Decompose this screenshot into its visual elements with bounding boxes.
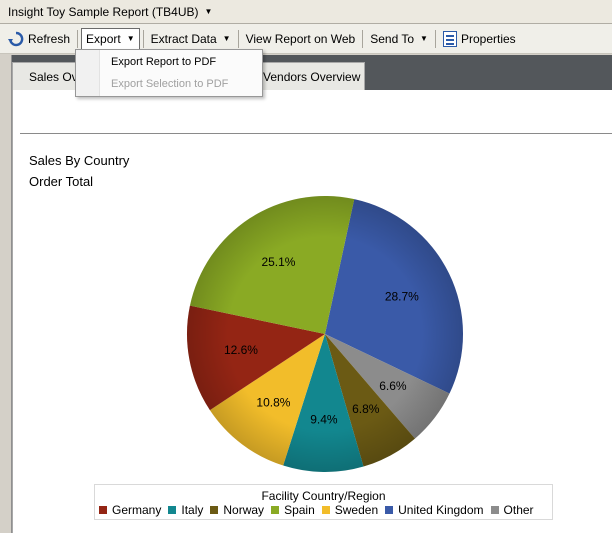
export-button[interactable]: Export ▼	[81, 27, 140, 50]
pie-shading	[187, 196, 463, 472]
chart-legend: Facility Country/Region Germany Italy Norw…	[94, 484, 553, 520]
send-to-button[interactable]: Send To ▼	[366, 28, 432, 50]
send-to-label: Send To	[370, 31, 415, 46]
properties-icon	[442, 30, 457, 47]
menu-item-export-selection-pdf[interactable]: Export Selection to PDF	[111, 78, 229, 90]
legend-label: Spain	[284, 503, 315, 517]
legend-item: United Kingdom	[385, 503, 484, 517]
legend-swatch	[321, 506, 330, 514]
chart-subtitle: Order Total	[29, 174, 94, 189]
legend-label: United Kingdom	[398, 503, 484, 517]
chevron-down-icon: ▼	[420, 34, 428, 43]
legend-item: Germany	[99, 503, 161, 517]
legend-item: Norway	[210, 503, 264, 517]
view-on-web-button[interactable]: View Report on Web	[242, 28, 360, 50]
chevron-down-icon: ▼	[222, 34, 231, 43]
toolbar-separator	[362, 29, 364, 48]
toolbar-separator	[77, 29, 79, 48]
toolbar-separator	[237, 29, 239, 48]
legend-item: Spain	[271, 503, 315, 517]
pie-data-label: 6.6%	[379, 379, 407, 393]
legend-swatch	[271, 506, 280, 514]
pie-slices	[186, 196, 463, 472]
window-title: Insight Toy Sample Report (TB4UB)	[8, 4, 199, 19]
legend-item: Italy	[168, 503, 203, 517]
refresh-label: Refresh	[28, 31, 71, 46]
toolbar-separator	[434, 29, 436, 48]
tab-label: Vendors Overview	[263, 69, 361, 84]
export-dropdown-menu: Export Report to PDF Export Selection to…	[75, 49, 263, 97]
pie-data-label: 9.4%	[310, 413, 338, 427]
refresh-button[interactable]: Refresh	[4, 28, 74, 50]
menu-item-export-report-pdf[interactable]: Export Report to PDF	[111, 56, 217, 68]
extract-data-button[interactable]: Extract Data ▼	[147, 28, 235, 50]
legend-items: Germany Italy Norway Spain Sweden United King…	[99, 503, 541, 517]
menu-gutter	[76, 50, 100, 96]
view-on-web-label: View Report on Web	[245, 31, 356, 46]
legend-label: Norway	[223, 503, 265, 517]
tab-label: Sales Ov	[29, 69, 78, 84]
properties-label: Properties	[460, 31, 516, 46]
toolbar-separator	[142, 29, 144, 48]
legend-item: Sweden	[321, 503, 379, 517]
pie-data-label: 25.1%	[261, 255, 295, 269]
legend-label: Sweden	[334, 503, 379, 517]
legend-swatch	[210, 506, 219, 514]
chevron-down-icon[interactable]: ▼	[204, 7, 213, 16]
legend-swatch	[99, 506, 107, 514]
pie-data-label: 6.8%	[352, 402, 380, 416]
window-title-bar: Insight Toy Sample Report (TB4UB) ▼	[0, 0, 612, 24]
chevron-down-icon: ▼	[126, 34, 135, 43]
pie-data-label: 12.6%	[224, 343, 258, 357]
legend-label: Italy	[181, 503, 204, 517]
legend-title: Facility Country/Region	[261, 489, 386, 503]
legend-label: Germany	[112, 503, 162, 517]
properties-button[interactable]: Properties	[439, 28, 520, 50]
chart-title: Sales By Country	[29, 153, 130, 168]
extract-data-label: Extract Data	[150, 31, 217, 46]
refresh-icon	[8, 31, 24, 46]
pie-data-label: 10.8%	[256, 395, 290, 409]
legend-label: Other	[503, 503, 534, 517]
legend-swatch	[168, 506, 177, 514]
legend-item: Other	[490, 503, 534, 517]
legend-swatch	[490, 506, 499, 514]
pie-labels: 28.7% 6.6% 6.8% 9.4% 10.8% 12.6% 25.1%	[224, 255, 419, 426]
report-divider	[20, 133, 612, 134]
legend-swatch	[385, 506, 394, 514]
left-border-strip	[0, 55, 12, 533]
export-label: Export	[86, 31, 121, 46]
pie-data-label: 28.7%	[385, 289, 419, 303]
